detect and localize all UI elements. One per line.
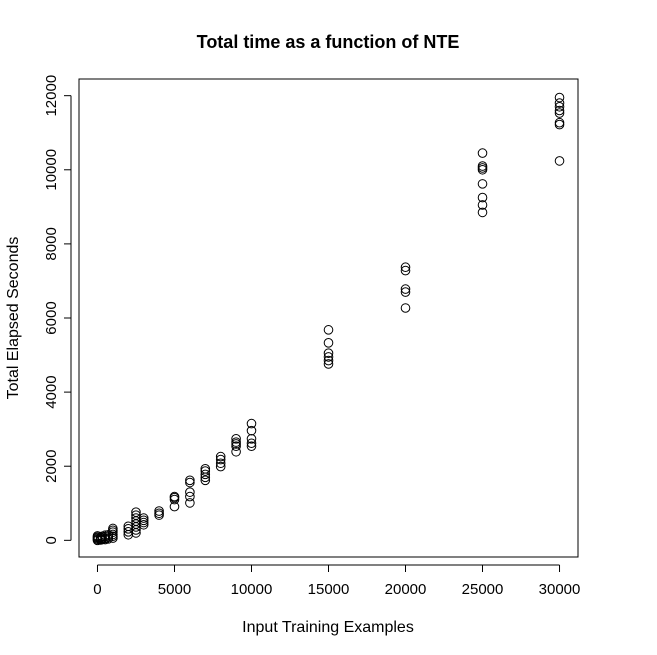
data-point (246, 425, 257, 436)
x-tick-label: 10000 (231, 581, 273, 598)
data-point (400, 262, 411, 273)
data-point (477, 148, 488, 158)
data-point (169, 491, 180, 502)
data-point (554, 98, 565, 108)
data-point (200, 469, 211, 480)
data-point (323, 348, 334, 359)
data-point (554, 119, 565, 130)
data-point (323, 338, 334, 348)
data-point (108, 529, 118, 540)
data-point (215, 451, 226, 462)
data-point (554, 117, 565, 128)
data-point (185, 498, 195, 508)
data-point (231, 446, 241, 457)
data-point (477, 192, 488, 203)
data-point (246, 438, 257, 449)
data-point (138, 513, 149, 523)
data-point (554, 156, 565, 166)
data-point (554, 105, 565, 116)
x-tick-label: 25000 (462, 581, 504, 598)
data-points (92, 92, 565, 546)
data-point (123, 524, 134, 534)
data-point (323, 352, 334, 362)
x-tick-label: 15000 (308, 581, 350, 598)
data-point (154, 506, 164, 516)
data-point (138, 515, 149, 526)
data-point (200, 466, 211, 476)
data-point (477, 207, 488, 218)
data-point (400, 303, 411, 313)
y-tick-label: 4000 (43, 375, 60, 408)
data-point (185, 477, 195, 488)
data-point (323, 325, 334, 335)
data-point (231, 441, 241, 452)
y-axis: 0 2000 4000 6000 8000 10000 12000 (43, 75, 72, 544)
data-point (246, 418, 257, 429)
data-point (400, 287, 411, 297)
x-axis-label: Input Training Examples (242, 619, 414, 636)
data-point (231, 433, 241, 444)
data-point (231, 437, 241, 447)
data-point (108, 523, 118, 534)
data-point (323, 355, 334, 366)
y-tick-label: 2000 (43, 450, 60, 483)
x-tick-label: 30000 (539, 581, 581, 598)
data-point (323, 359, 334, 369)
data-point (185, 487, 195, 497)
x-tick-label: 0 (93, 581, 101, 598)
data-point (138, 519, 149, 530)
data-point (554, 108, 565, 118)
data-point (138, 517, 149, 528)
plot-frame (78, 78, 579, 558)
data-point (215, 454, 226, 465)
data-point (215, 458, 226, 469)
data-point (554, 101, 565, 112)
data-point (400, 284, 411, 294)
x-axis: 0 5000 10000 15000 20000 25000 30000 (93, 564, 581, 598)
data-point (477, 161, 488, 171)
data-point (215, 461, 226, 472)
y-tick-label: 10000 (43, 149, 60, 191)
x-tick-label: 5000 (158, 581, 191, 598)
data-point (400, 265, 411, 276)
data-point (185, 491, 195, 502)
data-point (123, 527, 134, 537)
data-point (200, 464, 211, 474)
data-point (554, 92, 565, 103)
x-tick-label: 20000 (385, 581, 427, 598)
y-axis-label: Total Elapsed Seconds (5, 237, 22, 400)
y-tick-label: 6000 (43, 301, 60, 334)
data-point (131, 507, 141, 517)
data-point (477, 179, 488, 189)
data-point (246, 441, 257, 452)
chart-title: Total time as a function of NTE (197, 32, 460, 52)
data-point (477, 163, 488, 173)
y-tick-label: 0 (43, 536, 60, 544)
data-point (154, 508, 164, 519)
y-tick-label: 12000 (43, 75, 60, 117)
y-tick-label: 8000 (43, 227, 60, 260)
data-point (185, 475, 195, 486)
data-point (477, 200, 488, 210)
data-point (200, 475, 211, 486)
